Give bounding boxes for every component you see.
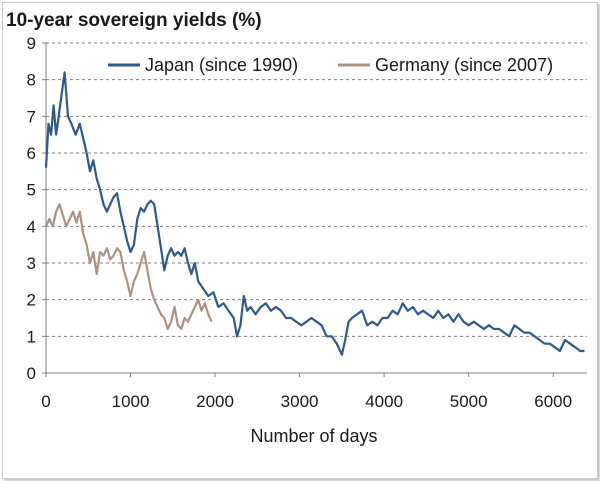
y-tick-label: 8 <box>27 71 36 90</box>
y-tick-label: 5 <box>27 181 36 200</box>
legend-label-japan: Japan (since 1990) <box>145 55 298 75</box>
x-tick-label: 1000 <box>112 392 150 411</box>
y-tick-label: 1 <box>27 327 36 346</box>
legend: Japan (since 1990) Germany (since 2007) <box>108 55 553 75</box>
x-tick-label: 6000 <box>534 392 572 411</box>
x-tick-label: 4000 <box>365 392 403 411</box>
y-tick-label: 0 <box>27 364 36 383</box>
x-tick-label: 3000 <box>281 392 319 411</box>
series-line-germany <box>45 203 213 331</box>
y-tick-label: 2 <box>27 291 36 310</box>
y-tick-label: 4 <box>27 217 36 236</box>
legend-label-germany: Germany (since 2007) <box>375 55 553 75</box>
x-tick-label: 2000 <box>196 392 234 411</box>
y-tick-label: 7 <box>27 107 36 126</box>
series-lines <box>44 71 585 356</box>
y-tick-label: 6 <box>27 144 36 163</box>
x-tick-label: 5000 <box>450 392 488 411</box>
y-tick-label: 9 <box>27 34 36 53</box>
x-tick-label: 0 <box>41 392 50 411</box>
gridlines <box>46 42 587 337</box>
x-axis-label: Number of days <box>250 426 377 446</box>
chart-title: 10-year sovereign yields (%) <box>6 10 262 31</box>
y-tick-label: 3 <box>27 254 36 273</box>
series-line-japan <box>44 71 585 356</box>
axes: 0 1 2 3 4 5 6 7 8 9 0 1000 2000 3000 4000 5000 6000 <box>27 34 587 411</box>
